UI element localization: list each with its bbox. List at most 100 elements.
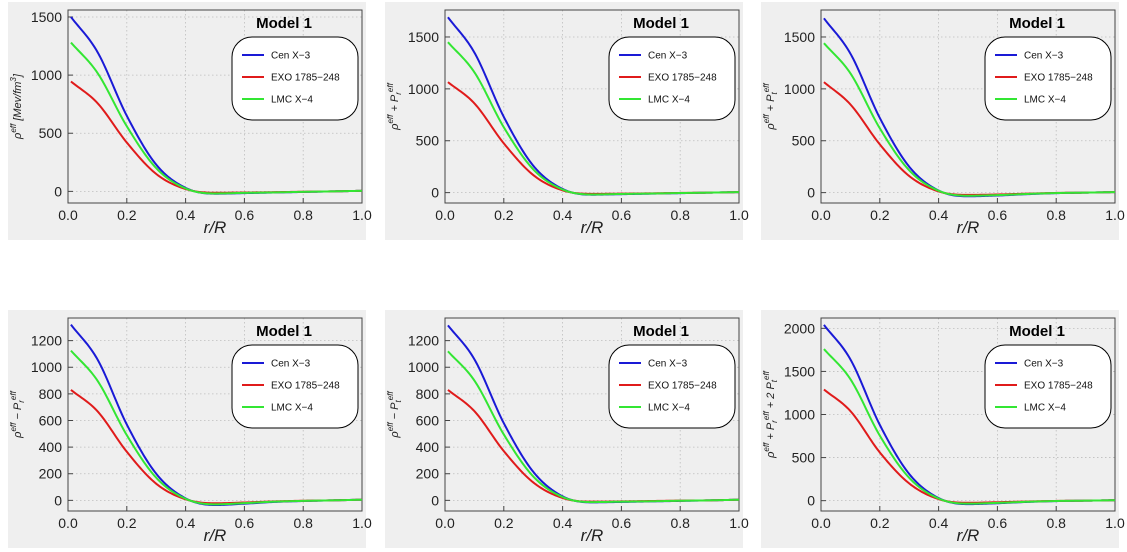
x-tick-label: 0.4	[176, 207, 196, 223]
legend: Cen X−3 EXO 1785−248 LMC X−4	[608, 344, 736, 429]
y-tick-label: 1500	[784, 29, 815, 45]
chart-panel-2: 0.0 0.2 0.4 0.6 0.8 1.0 0 500 1000 1500 r/R ρeff + …	[385, 2, 749, 240]
chart-panel-5: 0.0 0.2 0.4 0.6 0.8 1.0 0 200 400 600 800 1000 1200 r…	[385, 310, 749, 548]
chart-title: Model 1	[256, 15, 312, 32]
y-tick-label: 200	[39, 466, 63, 482]
y-tick-label: 0	[807, 185, 815, 201]
y-tick-label: 1000	[784, 81, 815, 97]
legend-label: EXO 1785−248	[648, 73, 717, 84]
y-tick-label: 1500	[408, 29, 439, 45]
legend: Cen X−3 EXO 1785−248 LMC X−4	[231, 344, 359, 429]
legend-label: EXO 1785−248	[271, 73, 340, 84]
y-tick-label: 1000	[784, 407, 815, 423]
x-tick-label: 0.8	[1046, 207, 1066, 223]
series-line-lmc-x-4	[823, 42, 1115, 197]
x-tick-label: 0.0	[811, 515, 831, 531]
x-tick-label: 0.6	[612, 207, 632, 223]
y-tick-label: 0	[431, 185, 439, 201]
series-line-lmc-x-4	[70, 349, 362, 506]
x-axis-label: r/R	[204, 218, 227, 237]
legend-label: LMC X−4	[1024, 403, 1066, 414]
y-axis-label: ρeff + Preff + 2 Pteff	[762, 370, 779, 459]
legend-label: EXO 1785−248	[271, 381, 340, 392]
chart-svg: 0.0 0.2 0.4 0.6 0.8 1.0 0 500 1000 1500 r/R ρeff + …	[761, 2, 1125, 240]
legend-label: EXO 1785−248	[1024, 73, 1093, 84]
x-tick-label: 0.6	[988, 207, 1008, 223]
y-tick-label: 400	[39, 439, 63, 455]
x-tick-label: 1.0	[1105, 207, 1125, 223]
chart-title: Model 1	[1009, 323, 1065, 340]
y-tick-label: 2000	[784, 320, 815, 336]
y-tick-label: 800	[416, 386, 440, 402]
y-axis-label: ρeff + Preff	[386, 82, 403, 130]
legend-label: LMC X−4	[271, 95, 313, 106]
chart-title: Model 1	[633, 15, 689, 32]
chart-svg: 0.0 0.2 0.4 0.6 0.8 1.0 0 200 400 600 800 1000 1200 r…	[385, 310, 749, 548]
y-tick-label: 500	[416, 133, 440, 149]
x-tick-label: 1.0	[352, 207, 372, 223]
x-tick-label: 0.2	[117, 207, 137, 223]
x-tick-label: 0.2	[870, 207, 890, 223]
legend-label: LMC X−4	[648, 403, 690, 414]
x-tick-label: 0.4	[929, 515, 949, 531]
x-tick-label: 1.0	[729, 207, 749, 223]
x-tick-label: 0.0	[58, 515, 78, 531]
x-tick-label: 0.4	[929, 207, 949, 223]
chart-panel-6: 0.0 0.2 0.4 0.6 0.8 1.0 0 500 1000 1500 2000 r/R ρef…	[761, 310, 1125, 548]
legend-label: EXO 1785−248	[648, 381, 717, 392]
chart-title: Model 1	[1009, 15, 1065, 32]
y-tick-label: 1500	[31, 9, 62, 25]
x-tick-label: 0.4	[553, 515, 573, 531]
legend-label: LMC X−4	[1024, 95, 1066, 106]
plot-frame	[444, 317, 740, 512]
legend-label: Cen X−3	[648, 51, 688, 62]
y-tick-label: 1000	[408, 81, 439, 97]
y-tick-label: 600	[39, 412, 63, 428]
legend: Cen X−3 EXO 1785−248 LMC X−4	[984, 36, 1112, 121]
series-line-lmc-x-4	[70, 41, 362, 195]
x-tick-label: 0.6	[612, 515, 632, 531]
x-axis-label: r/R	[581, 526, 604, 545]
x-tick-label: 0.8	[1046, 515, 1066, 531]
x-tick-label: 0.8	[293, 515, 313, 531]
y-tick-label: 0	[54, 492, 62, 508]
x-tick-label: 0.2	[870, 515, 890, 531]
plot-frame	[820, 9, 1116, 204]
chart-title: Model 1	[633, 323, 689, 340]
chart-svg: 0.0 0.2 0.4 0.6 0.8 1.0 0 200 400 600 800 1000 1200 r…	[8, 310, 372, 548]
chart-svg: 0.0 0.2 0.4 0.6 0.8 1.0 0 500 1000 1500 2000 r/R ρef…	[761, 310, 1125, 548]
x-axis-label: r/R	[957, 218, 980, 237]
y-tick-label: 1000	[408, 359, 439, 375]
y-axis-label: ρeff − Preff	[9, 390, 26, 438]
chart-title: Model 1	[256, 323, 312, 340]
x-tick-label: 0.8	[293, 207, 313, 223]
y-tick-label: 1200	[408, 333, 439, 349]
y-tick-label: 1200	[31, 333, 62, 349]
x-axis-label: r/R	[204, 526, 227, 545]
y-axis-label: ρeff [Mev/fm3]	[9, 73, 24, 140]
y-tick-label: 600	[416, 412, 440, 428]
x-tick-label: 0.0	[435, 515, 455, 531]
x-tick-label: 0.6	[988, 515, 1008, 531]
chart-svg: 0.0 0.2 0.4 0.6 0.8 1.0 0 500 1000 1500 r/R ρeff + …	[385, 2, 749, 240]
plot-frame	[67, 9, 363, 204]
x-axis-label: r/R	[581, 218, 604, 237]
y-tick-label: 500	[792, 133, 816, 149]
legend-label: LMC X−4	[648, 95, 690, 106]
y-axis-label: ρeff + Pteff	[762, 83, 779, 131]
y-tick-label: 1500	[784, 363, 815, 379]
y-tick-label: 800	[39, 386, 63, 402]
x-axis-label: r/R	[957, 526, 980, 545]
x-tick-label: 0.2	[494, 207, 514, 223]
y-tick-label: 0	[54, 183, 62, 199]
y-tick-label: 500	[792, 450, 816, 466]
y-tick-label: 500	[39, 125, 63, 141]
y-tick-label: 0	[807, 493, 815, 509]
chart-panel-1: 0.0 0.2 0.4 0.6 0.8 1.0 0 500 1000 1500 r/R ρeff [M…	[8, 2, 372, 240]
y-tick-label: 0	[431, 492, 439, 508]
chart-svg: 0.0 0.2 0.4 0.6 0.8 1.0 0 500 1000 1500 r/R ρeff [M…	[8, 2, 372, 240]
series-line-lmc-x-4	[447, 350, 739, 504]
x-tick-label: 0.4	[176, 515, 196, 531]
legend-label: Cen X−3	[1024, 359, 1064, 370]
x-tick-label: 0.6	[235, 207, 255, 223]
